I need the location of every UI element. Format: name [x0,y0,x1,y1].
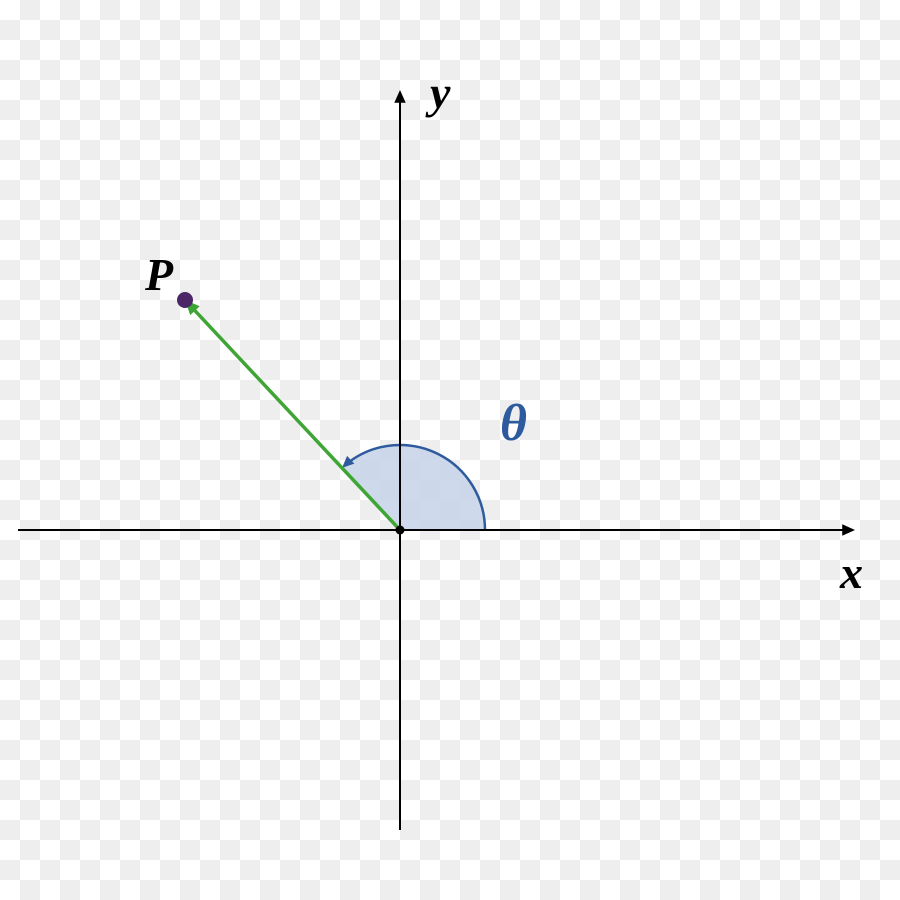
point-p-dot [177,292,193,308]
angle-sector-fill [342,445,485,530]
vector-to-p [193,308,400,530]
origin-dot [396,526,405,535]
x-axis-label: x [839,547,863,598]
y-axis-label: y [425,67,451,118]
point-p-label: P [144,249,174,300]
polar-angle-diagram: x y Pθ [0,0,900,900]
theta-label: θ [500,395,527,452]
diagram-container: x y Pθ [0,0,900,900]
